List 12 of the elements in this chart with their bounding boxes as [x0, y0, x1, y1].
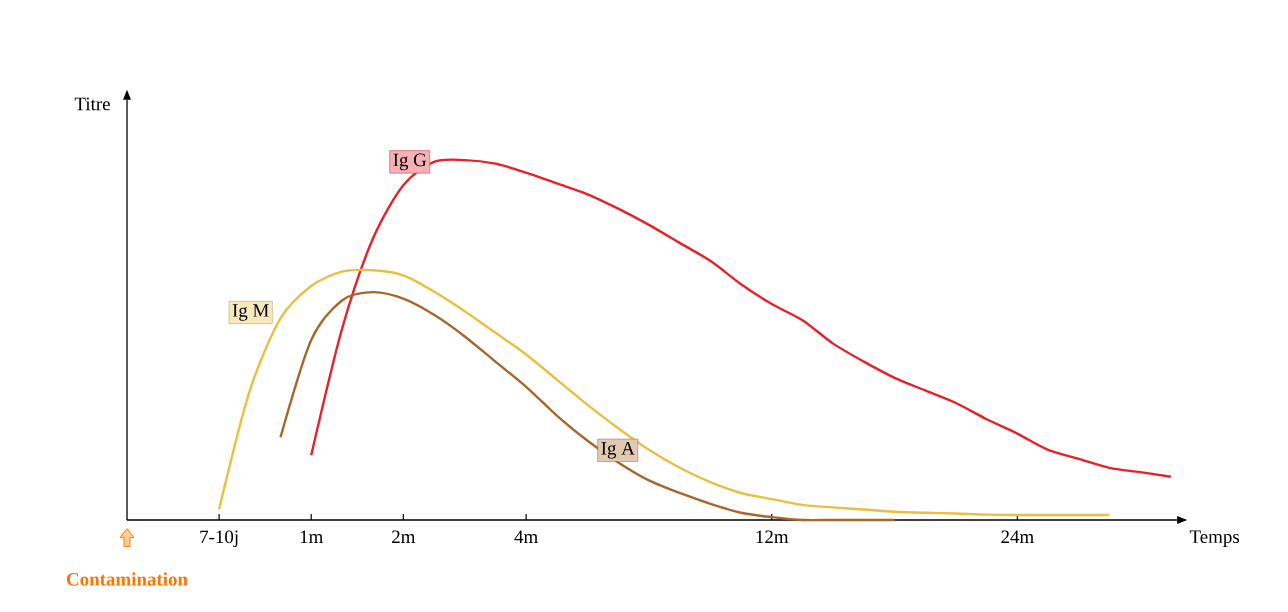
x-tick-label: 12m	[756, 530, 789, 544]
x-tick-label: 24m	[1001, 530, 1034, 544]
x-axis-title: Temps	[1189, 530, 1240, 547]
x-tick-label: 4m	[514, 530, 538, 543]
series-label: Ig A	[601, 442, 635, 459]
y-axis-title: Titre	[74, 97, 110, 111]
series-label: Ig G	[393, 153, 427, 171]
text: Contamination	[66, 572, 188, 586]
series-label: Ig M	[232, 304, 269, 321]
x-tick-label: 2m	[392, 530, 416, 544]
x-tick-label: 7-10j	[200, 530, 238, 548]
x-tick-label: 1m	[300, 530, 324, 543]
